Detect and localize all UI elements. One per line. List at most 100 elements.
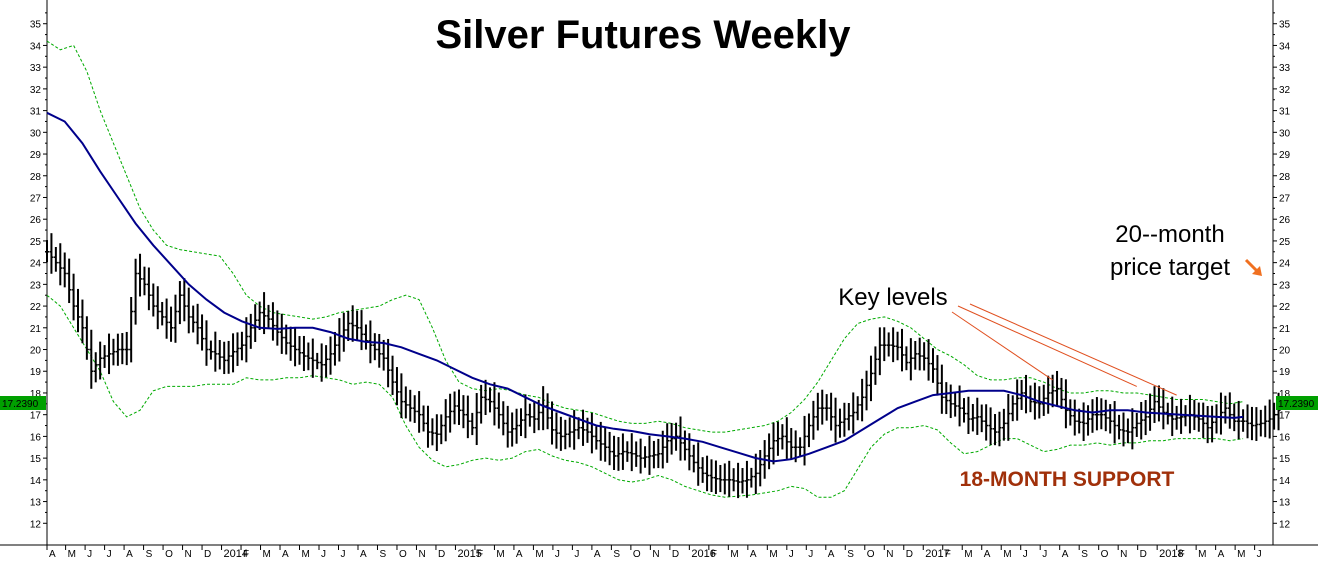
y-tick-right-label: 31 [1279,107,1291,118]
y-tick-right-label: 13 [1279,498,1291,509]
x-tick-label: M [302,549,310,560]
y-tick-left-label: 12 [30,519,42,530]
y-tick-right-label: 22 [1279,302,1291,313]
target-arrow-icon [1252,266,1262,276]
y-tick-right-label: 34 [1279,41,1291,52]
x-tick-label: A [1218,549,1225,560]
y-tick-left-label: 26 [30,215,42,226]
last-price-left: 17.2390 [2,399,39,410]
y-tick-left-label: 29 [30,150,42,161]
x-tick-label: M [1003,549,1011,560]
y-tick-left-label: 32 [30,85,42,96]
support-label: 18-MONTH SUPPORT [960,468,1175,491]
x-tick-label: D [672,549,679,560]
envelope-bands [46,40,1244,498]
y-tick-left-label: 13 [30,498,42,509]
target-label-line1: 20--month [1115,221,1224,248]
x-tick-label: J [107,549,112,560]
x-tick-label: A [360,549,367,560]
y-tick-right-label: 21 [1279,324,1291,335]
x-tick-label: D [204,549,211,560]
x-tick-label: F [945,549,951,560]
x-tick-label: D [438,549,445,560]
x-tick-label: S [379,549,386,560]
x-tick-label: N [418,549,425,560]
y-tick-right-label: 16 [1279,432,1291,443]
x-tick-label: F [243,549,249,560]
upper-band-line [46,40,1244,433]
last-price-left-bg [0,396,46,410]
y-tick-right-label: 18 [1279,389,1291,400]
x-tick-label: M [769,549,777,560]
y-tick-right-label: 14 [1279,476,1291,487]
key-levels-label: Key levels [838,284,947,311]
y-tick-left-label: 22 [30,302,42,313]
x-tick-label: O [867,549,875,560]
x-tick-label: A [750,549,757,560]
y-tick-right-label: 20 [1279,346,1291,357]
x-tick-label: J [340,549,345,560]
y-tick-left-label: 31 [30,107,42,118]
annotations [951,258,1262,396]
x-tick-label: N [886,549,893,560]
x-tick-label: M [263,549,271,560]
y-tick-right-label: 30 [1279,128,1291,139]
y-tick-right-label: 19 [1279,367,1291,378]
x-tick-label: A [594,549,601,560]
x-tick-label: 2015 [457,548,481,560]
x-tick-label: A [1062,549,1069,560]
x-tick-label: J [87,549,92,560]
chart-title: Silver Futures Weekly [436,13,852,57]
y-tick-left-label: 30 [30,128,42,139]
x-tick-label: A [516,549,523,560]
y-tick-left-label: 17 [30,411,42,422]
x-tick-label: N [652,549,659,560]
y-tick-left-label: 24 [30,259,42,270]
x-tick-label: O [1101,549,1109,560]
x-tick-label: J [1257,549,1262,560]
y-tick-left-label: 19 [30,367,42,378]
target-label-line2: price target [1110,254,1230,281]
x-tick-label: N [185,549,192,560]
key-level-pointer [951,311,1053,381]
y-tick-right-label: 35 [1279,20,1291,31]
x-tick-label: M [730,549,738,560]
x-tick-label: M [1237,549,1245,560]
last-price-right-badge: 17.2390 [1276,396,1318,410]
x-tick-label: M [496,549,504,560]
key-level-pointer [969,303,1177,396]
x-tick-label: A [282,549,289,560]
moving-average-line [46,111,1244,463]
x-tick-label: F [1179,549,1185,560]
y-tick-left-label: 27 [30,193,42,204]
y-tick-right-label: 33 [1279,63,1291,74]
last-price-right: 17.2390 [1278,399,1315,410]
y-tick-left-label: 25 [30,237,42,248]
x-tick-label: J [321,549,326,560]
y-tick-right-label: 17 [1279,411,1291,422]
key-level-pointer [957,305,1137,387]
x-tick-label: M [535,549,543,560]
lower-band-line [46,294,1244,498]
y-tick-right-label: 32 [1279,85,1291,96]
y-tick-left-label: 14 [30,476,42,487]
x-tick-label: F [477,549,483,560]
x-tick-label: J [1042,549,1047,560]
x-tick-label: D [1140,549,1147,560]
x-tick-label: J [1023,549,1028,560]
x-tick-label: 2014 [224,548,248,560]
y-tick-left-label: 35 [30,20,42,31]
x-tick-label: J [555,549,560,560]
x-tick-label: 2016 [691,548,715,560]
y-tick-right-label: 27 [1279,193,1291,204]
price-bars [45,233,1281,499]
y-tick-right-label: 15 [1279,454,1291,465]
x-tick-label: O [399,549,407,560]
x-tick-label: F [711,549,717,560]
y-tick-right-label: 23 [1279,280,1291,291]
x-tick-label: M [1198,549,1206,560]
x-tick-label: S [613,549,620,560]
